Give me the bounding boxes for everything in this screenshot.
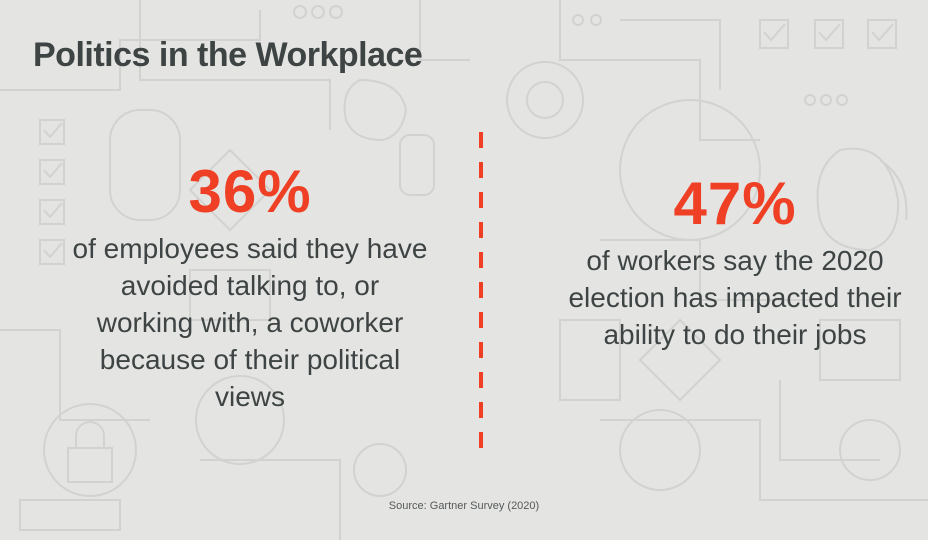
stat-block-employees: 36% of employees said they have avoided … [70, 158, 430, 415]
stat-percentage: 47% [673, 170, 797, 237]
stat-description: of workers say the 2020 election has imp… [568, 245, 902, 350]
stat-percentage: 36% [188, 158, 312, 225]
dashed-divider [479, 132, 483, 454]
source-citation: Source: Gartner Survey (2020) [388, 500, 540, 512]
page-title: Politics in the Workplace [33, 36, 423, 74]
padlock-circle-icon [43, 403, 137, 497]
checkbox-icon [39, 119, 65, 145]
stat-description: of employees said they have avoided talk… [72, 233, 428, 412]
stat-block-workers: 47% of workers say the 2020 election has… [545, 170, 925, 353]
